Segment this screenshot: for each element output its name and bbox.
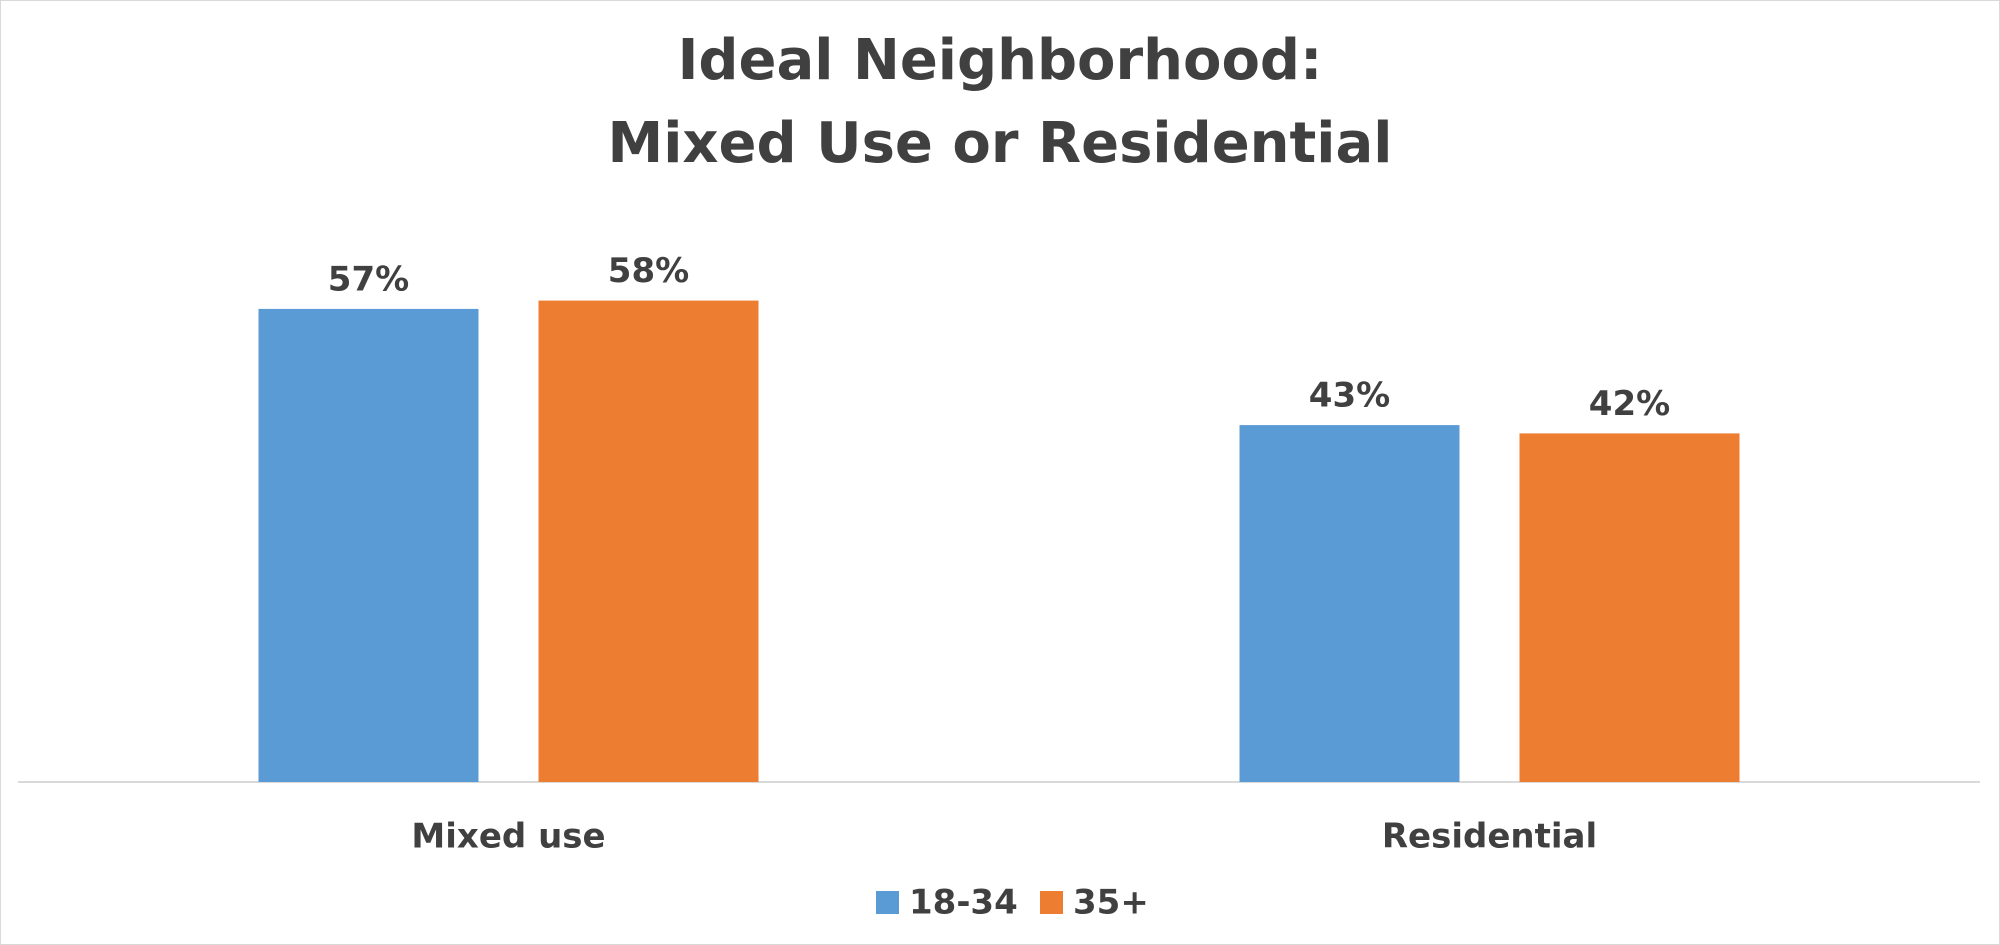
data-label: 57% <box>328 259 409 299</box>
data-label: 58% <box>608 251 689 291</box>
chart-title: Ideal Neighborhood: <box>678 28 1323 93</box>
bar <box>538 300 759 782</box>
legend-label: 18-34 <box>909 883 1018 923</box>
legend-swatch <box>876 891 899 914</box>
x-tick-label: Mixed use <box>411 817 605 857</box>
legend-label: 35+ <box>1073 883 1149 923</box>
bar <box>258 308 479 782</box>
bar <box>1519 433 1740 782</box>
data-label: 43% <box>1309 376 1390 416</box>
x-tick-label: Residential <box>1382 817 1597 857</box>
chart-title: Mixed Use or Residential <box>608 111 1393 176</box>
bar <box>1239 425 1460 782</box>
legend-swatch <box>1040 891 1063 914</box>
data-label: 42% <box>1589 384 1670 424</box>
